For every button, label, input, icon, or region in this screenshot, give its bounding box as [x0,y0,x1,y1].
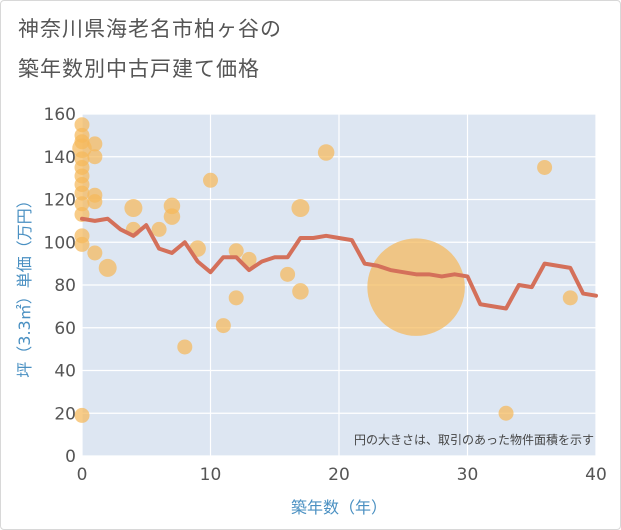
size-legend-note: 円の大きさは、取引のあった物件面積を示す [354,432,594,447]
bubble-point [74,185,90,201]
bubble-point [203,172,218,188]
y-tick-label: 100 [44,233,76,253]
bubble-point [74,236,90,252]
y-axis-title: 坪（3.3㎡）単価（万円） [15,192,34,377]
bubble-point [74,407,90,423]
bubble-point [291,199,310,218]
y-tick-label: 0 [65,447,76,467]
chart-title-line-2: 築年数別中古戸建て価格 [18,57,260,81]
bubble-point [241,251,257,267]
bubble-series [72,117,578,423]
bubble-point [177,339,193,355]
y-tick-label: 120 [44,191,76,211]
bubble-point [87,194,103,210]
bubble-point [537,159,553,175]
bubble-point [228,290,244,306]
average-line-series [80,216,598,311]
y-tick-label: 80 [54,276,76,296]
y-tick-label: 40 [54,362,76,382]
bubble-point [367,238,465,336]
y-axis-ticks: 0 20 40 60 80 100 120 140 160 [44,105,76,467]
bubble-point [292,283,309,300]
x-axis-title: 築年数（年） [291,498,387,517]
bubble-point [87,245,103,261]
bubble-point [98,258,117,277]
bubble-point [87,149,103,165]
x-tick-label: 40 [585,465,607,485]
bubble-point [87,136,103,152]
y-tick-label: 160 [44,105,76,125]
chart-title-line-1: 神奈川県海老名市柏ヶ谷の [18,17,282,41]
bubble-point [280,266,296,282]
y-tick-label: 60 [54,319,76,339]
bubble-point [151,221,167,237]
x-tick-label: 20 [328,465,350,485]
bubble-point [228,243,244,259]
x-axis-ticks: 0 10 20 30 40 [77,465,607,485]
x-tick-label: 10 [200,465,222,485]
bubble-point [163,208,181,225]
bubble-point [72,138,92,158]
y-tick-label: 20 [54,404,76,424]
x-tick-label: 0 [77,465,88,485]
bubble-point [317,144,335,161]
x-tick-label: 30 [457,465,479,485]
gridlines [81,113,597,457]
bubble-point [124,199,143,218]
bubble-point [74,196,90,212]
bubble-point [498,405,514,421]
y-tick-label: 140 [44,148,76,168]
bubble-point [215,318,231,334]
bubble-point [74,117,90,133]
average-line [80,216,598,311]
bubble-point [562,290,578,306]
